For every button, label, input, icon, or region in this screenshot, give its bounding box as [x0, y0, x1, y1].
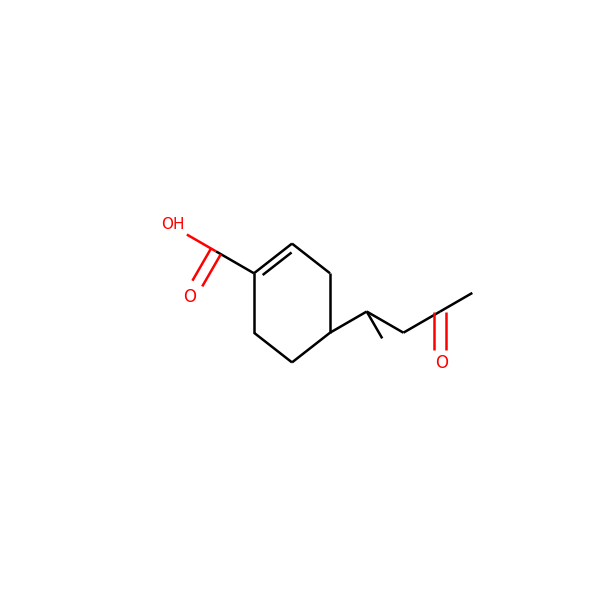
- Text: O: O: [183, 287, 196, 305]
- Text: OH: OH: [161, 217, 184, 232]
- Text: O: O: [435, 355, 448, 373]
